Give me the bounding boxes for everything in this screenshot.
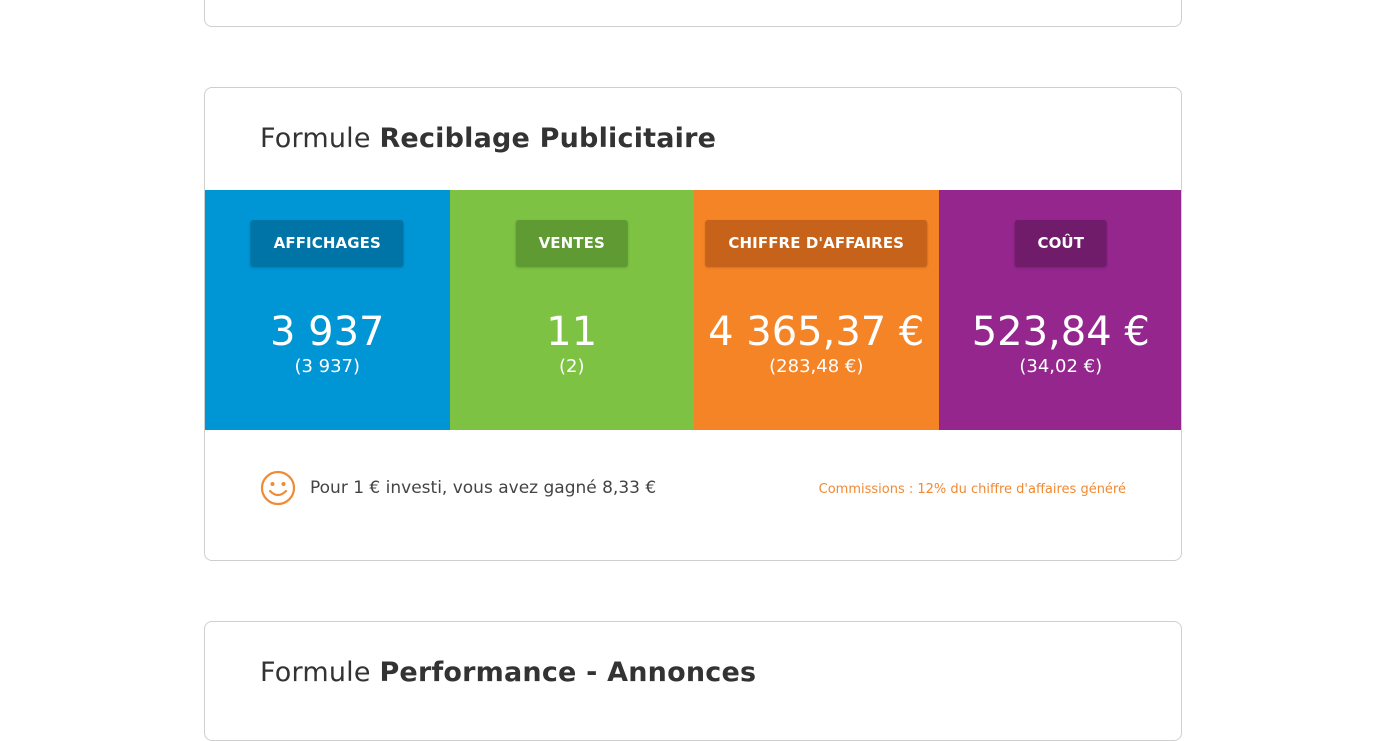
- sub-ventes: (2): [559, 356, 585, 377]
- tile-chiffre-affaires: CHIFFRE D'AFFAIRES 4 365,37 € (283,48 €): [694, 190, 939, 430]
- value-affichages: 3 937: [269, 309, 385, 355]
- title-name: Performance - Annonces: [379, 657, 757, 688]
- tile-cout: COÛT 523,84 € (34,02 €): [938, 190, 1181, 430]
- badge-affichages: AFFICHAGES: [250, 220, 404, 267]
- tile-affichages: AFFICHAGES 3 937 (3 937): [205, 190, 450, 430]
- badge-ventes: VENTES: [515, 220, 628, 267]
- badge-chiffre-affaires: CHIFFRE D'AFFAIRES: [705, 220, 928, 267]
- title-prefix: Formule: [260, 657, 371, 688]
- card-title: Formule Reciblage Publicitaire: [260, 123, 716, 154]
- roi-text: Pour 1 € investi, vous avez gagné 8,33 €: [310, 478, 657, 498]
- stats-tiles: AFFICHAGES 3 937 (3 937) VENTES 11 (2) C…: [205, 190, 1181, 430]
- tile-ventes: VENTES 11 (2): [449, 190, 694, 430]
- roi-footer: Pour 1 € investi, vous avez gagné 8,33 €…: [260, 470, 1126, 510]
- value-ventes: 11: [546, 309, 598, 355]
- sub-affichages: (3 937): [294, 356, 361, 377]
- title-name: Reciblage Publicitaire: [379, 123, 717, 154]
- smiley-icon: [260, 470, 296, 506]
- value-cout: 523,84 €: [971, 309, 1150, 355]
- sub-chiffre-affaires: (283,48 €): [769, 356, 864, 377]
- card-title: Formule Performance - Annonces: [260, 657, 756, 688]
- badge-cout: COÛT: [1014, 220, 1108, 267]
- performance-card: Formule Performance - Annonces: [204, 621, 1182, 741]
- commission-text: Commissions : 12% du chiffre d'affaires …: [818, 482, 1126, 497]
- reciblage-card: Formule Reciblage Publicitaire AFFICHAGE…: [204, 87, 1182, 561]
- title-prefix: Formule: [260, 123, 371, 154]
- value-chiffre-affaires: 4 365,37 €: [708, 309, 925, 355]
- previous-card: [204, 0, 1182, 27]
- sub-cout: (34,02 €): [1019, 356, 1103, 377]
